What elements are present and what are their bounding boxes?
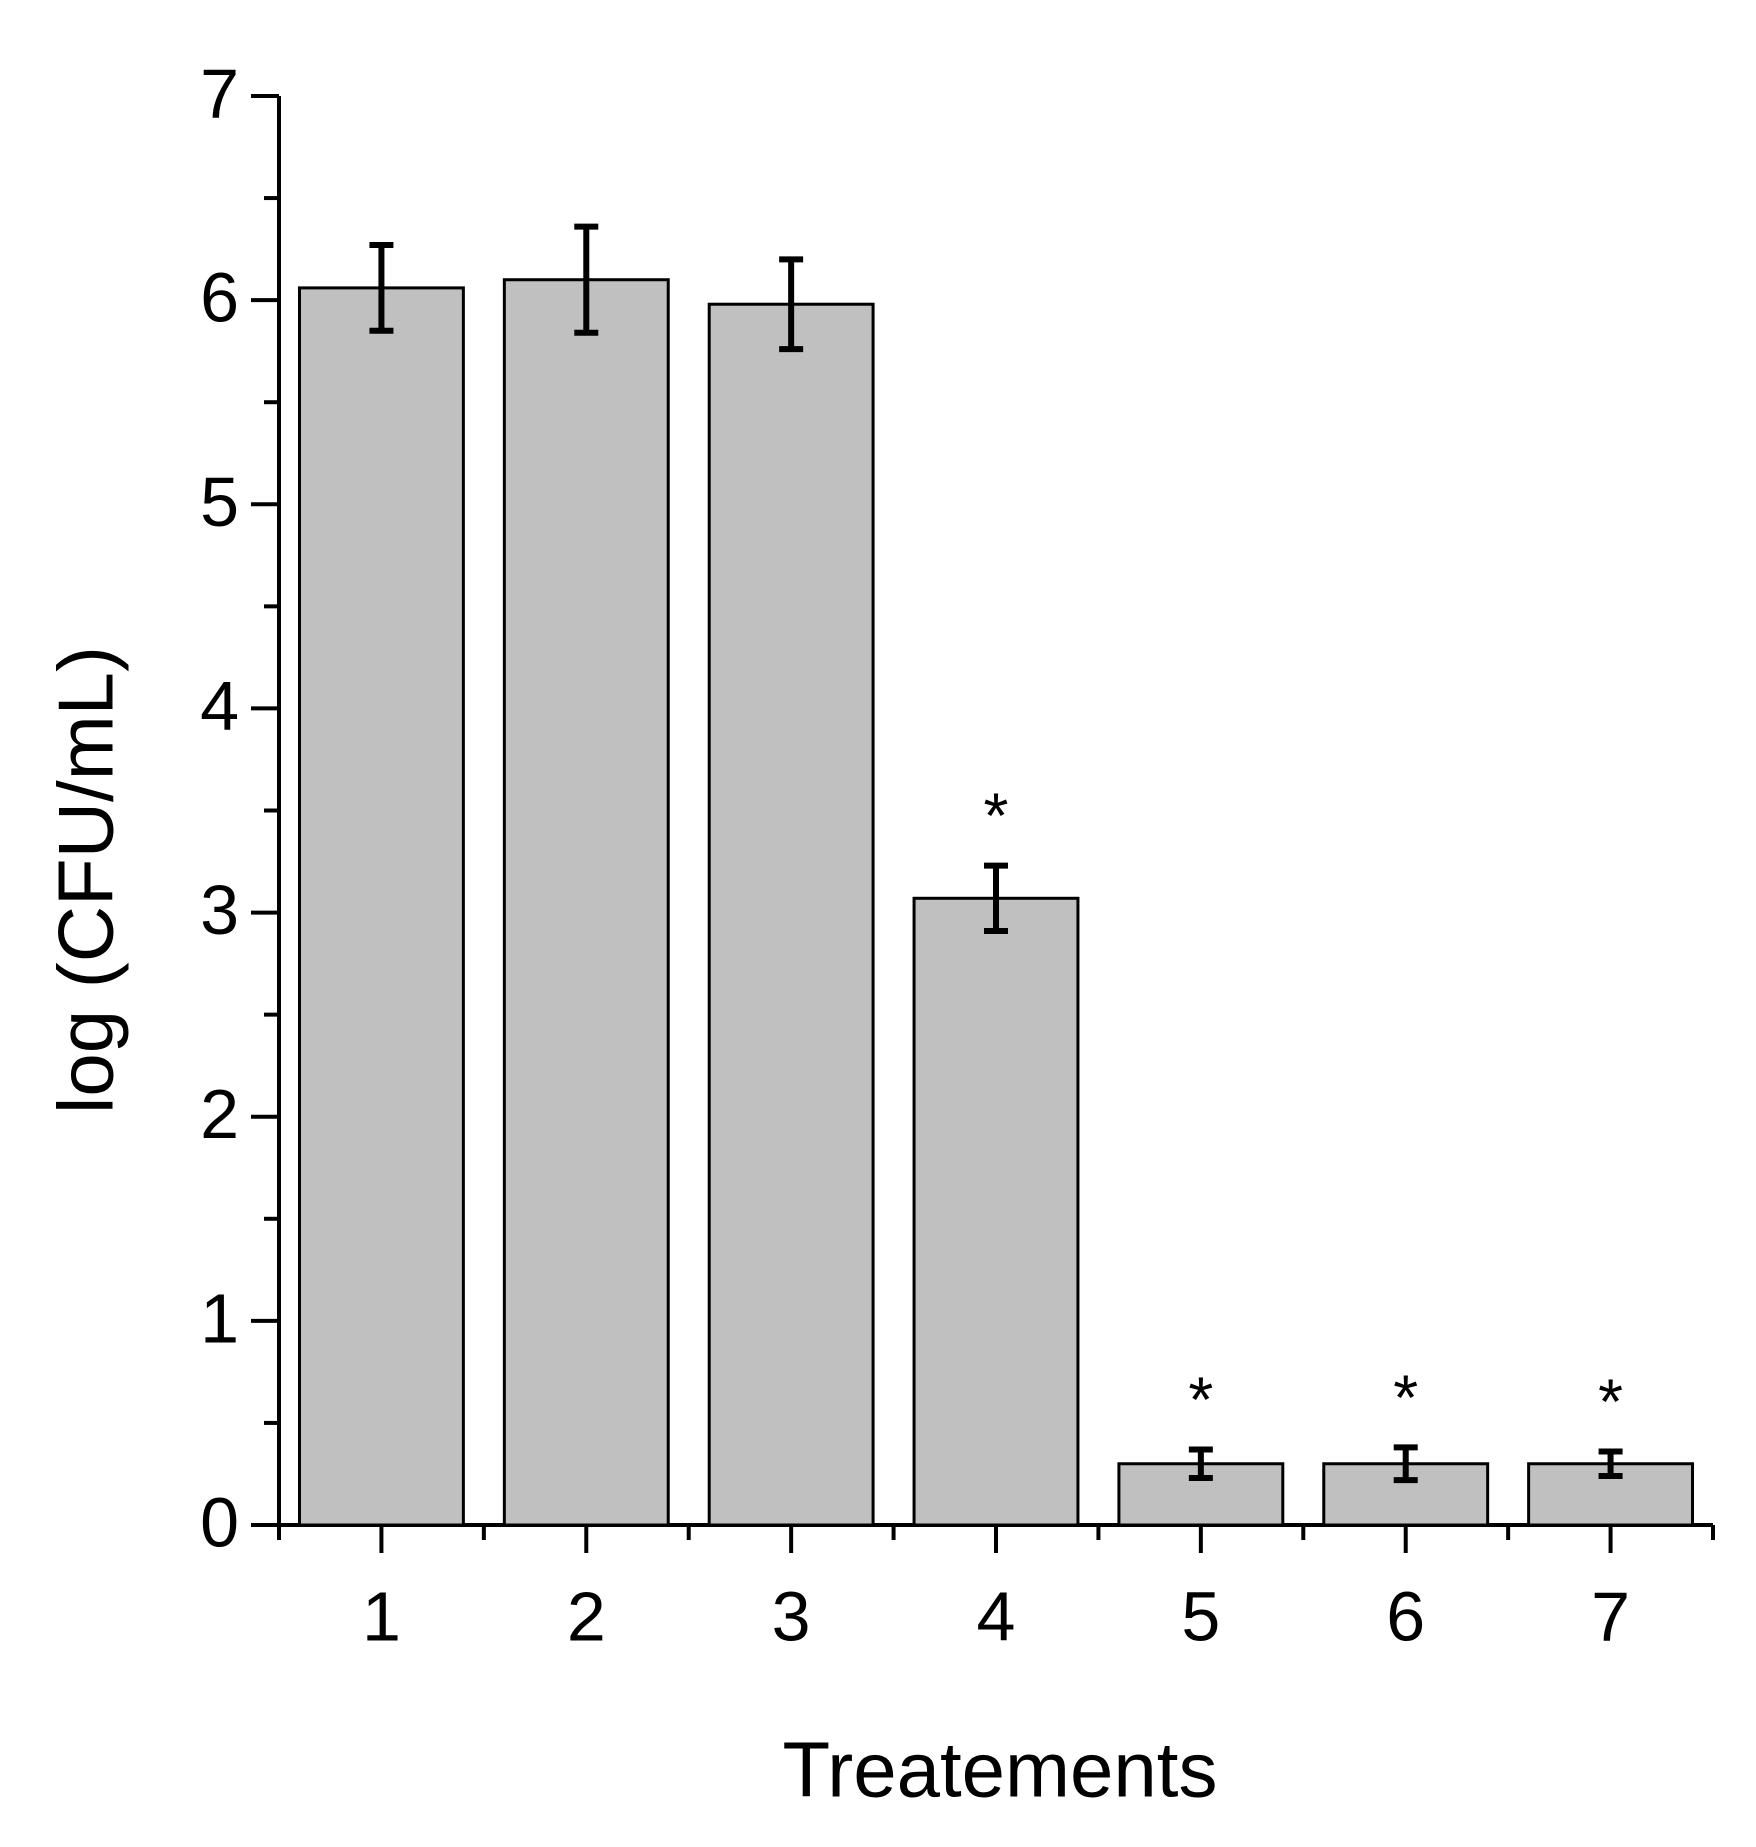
- y-tick-label: 1: [200, 1279, 239, 1357]
- x-tick-label: 1: [362, 1577, 401, 1655]
- y-tick-label: 2: [200, 1075, 239, 1153]
- y-tick-label: 3: [200, 871, 239, 949]
- x-tick-label: 2: [567, 1577, 606, 1655]
- significance-mark: *: [1598, 1365, 1623, 1437]
- x-axis-title: Treatements: [783, 1726, 1218, 1814]
- x-tick-label: 6: [1386, 1577, 1425, 1655]
- y-tick-label: 0: [200, 1483, 239, 1561]
- y-tick-label: 6: [200, 259, 239, 337]
- x-tick-label: 4: [977, 1577, 1016, 1655]
- x-tick-label: 5: [1181, 1577, 1220, 1655]
- bar: [912, 896, 1080, 1527]
- bar: [297, 286, 465, 1527]
- bar: [707, 302, 875, 1527]
- x-tick-label: 3: [772, 1577, 811, 1655]
- y-tick-label: 4: [200, 667, 239, 745]
- bar: [502, 278, 670, 1527]
- significance-mark: *: [1188, 1363, 1213, 1435]
- significance-mark: *: [1393, 1361, 1418, 1433]
- significance-mark: *: [984, 780, 1009, 852]
- x-tick-label: 7: [1591, 1577, 1630, 1655]
- y-axis-title: log (CFU/mL): [42, 646, 130, 1114]
- y-tick-label: 5: [200, 463, 239, 541]
- y-tick-label: 7: [200, 54, 239, 132]
